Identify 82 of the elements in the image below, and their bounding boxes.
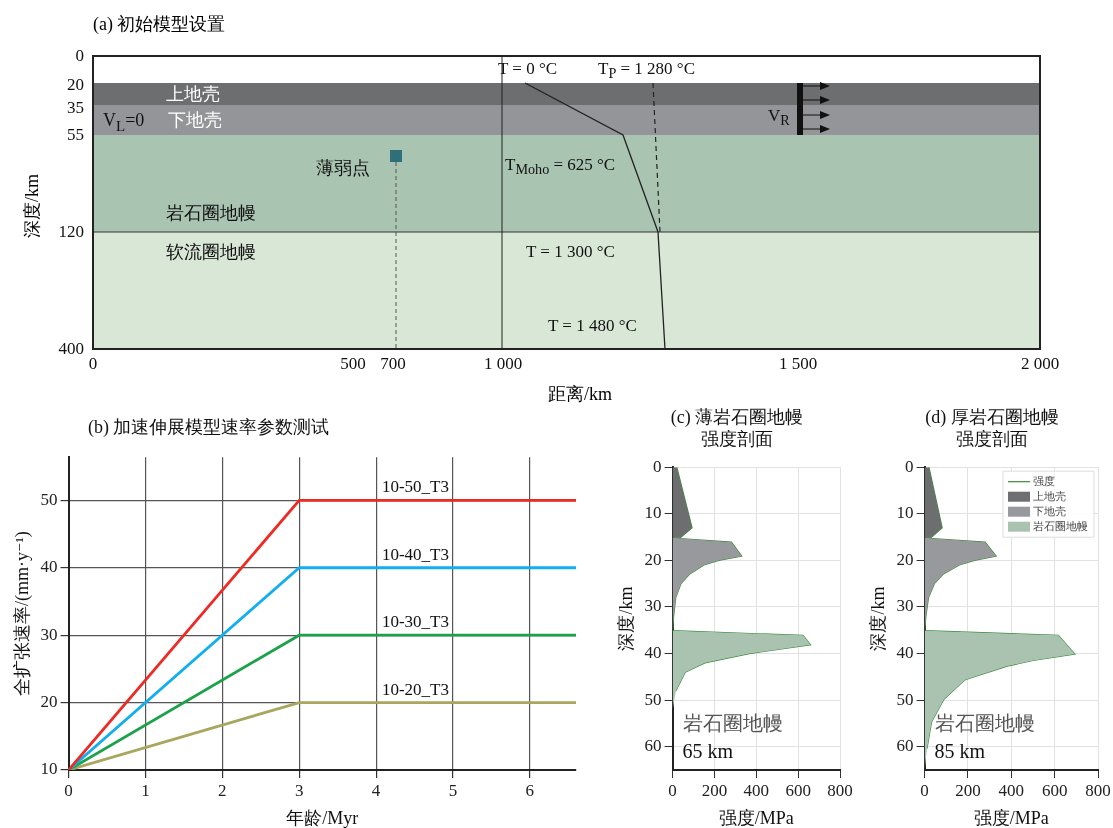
y-tick-label: 60 (644, 736, 662, 756)
legend-label: 岩石圈地幔 (1033, 519, 1088, 532)
text: 55 (67, 125, 84, 145)
x-tick-label: 400 (743, 780, 770, 800)
y-tick-label: 60 (896, 736, 914, 756)
x-tick-label: 600 (785, 780, 811, 800)
series-label: 10-40_T3 (381, 544, 449, 564)
y-tick-label: 50 (896, 689, 914, 709)
legend-label: 下地壳 (1033, 504, 1066, 517)
x-tick-label: 800 (1085, 780, 1111, 800)
text: 上地壳 (166, 84, 220, 104)
y-tick-label: 10 (644, 503, 662, 523)
series-label: 10-30_T3 (381, 612, 449, 632)
y-tick-label: 0 (905, 456, 914, 476)
y-tick-label: 0 (653, 456, 662, 476)
annotation: 岩石圈地幔 85 km (934, 712, 1035, 762)
y-tick-label: 30 (896, 596, 914, 616)
x-tick-label: 6 (525, 780, 535, 800)
text: T = 1 300 °C (526, 242, 615, 262)
x-tick-label: 3 (294, 780, 304, 800)
y-axis-title: 深度/km (615, 586, 636, 651)
text: 35 (67, 98, 84, 118)
x-axis-title: 年龄/Myr (286, 807, 359, 828)
x-tick-label: 600 (1041, 780, 1068, 800)
x-tick-label: 0 (668, 780, 677, 800)
x-tick-label: 0 (64, 780, 73, 800)
series-label: 10-50_T3 (381, 477, 449, 497)
legend-label: 强度 (1033, 474, 1055, 487)
text: 0 (88, 354, 98, 374)
text: T = 1 480 °C (548, 316, 637, 336)
x-tick-label: 800 (827, 780, 853, 800)
text: 距离/km (548, 384, 613, 404)
chart-title: (b) 加速伸展模型速率参数测试 (88, 416, 331, 439)
text: (a) 初始模型设置 (93, 14, 226, 34)
x-tick-label: 2 (218, 780, 227, 800)
text: V$_{L}$=0 (103, 110, 145, 136)
text: V$_{R}$ (768, 106, 790, 131)
x-tick-label: 400 (998, 780, 1025, 800)
text: T = 0 °C (498, 59, 558, 79)
y-tick-label: 10 (40, 759, 58, 779)
text: 0 (75, 46, 84, 66)
text: 700 (380, 354, 406, 374)
y-tick-label: 40 (644, 643, 662, 663)
text: 2 000 (1020, 354, 1060, 374)
y-axis-title: 全扩张速率/(mm·y⁻¹) (11, 531, 33, 697)
y-tick-label: 20 (644, 549, 662, 569)
y-tick-label: 20 (40, 692, 58, 712)
chart-title: (d) 厚岩石圈地幔强度剖面 (924, 406, 1060, 451)
text: 薄弱点 (316, 158, 370, 178)
text: 深度/km (22, 173, 42, 238)
x-tick-label: 0 (920, 780, 929, 800)
x-tick-label: 1 (141, 780, 150, 800)
y-tick-label: 40 (40, 557, 58, 577)
x-tick-label: 200 (955, 780, 981, 800)
x-tick-label: 4 (371, 780, 381, 800)
x-tick-label: 200 (701, 780, 728, 800)
y-tick-label: 30 (644, 596, 662, 616)
series-label: 10-20_T3 (381, 679, 449, 699)
text: 500 (340, 354, 366, 374)
y-tick-label: 10 (896, 503, 914, 523)
x-axis-title: 强度/MPa (973, 807, 1049, 828)
y-axis-title: 深度/km (867, 586, 888, 651)
y-tick-label: 50 (644, 689, 662, 709)
annotation: 岩石圈地幔 65 km (682, 712, 783, 762)
y-tick-label: 40 (896, 643, 914, 663)
text: 400 (58, 339, 84, 359)
x-tick-label: 5 (448, 780, 458, 800)
y-tick-label: 20 (896, 549, 914, 569)
text: 岩石圈地幔 (166, 203, 256, 223)
chart-title: (c) 薄岩石圈地幔强度剖面 (669, 406, 805, 451)
text: T$_{P}$ = 1 280 °C (598, 59, 695, 84)
text: 1 000 (483, 354, 523, 374)
x-axis-title: 强度/MPa (718, 807, 794, 828)
text: 下地壳 (168, 110, 222, 130)
text: 软流圈地幔 (166, 242, 256, 262)
text: 20 (67, 75, 84, 95)
text: 120 (58, 222, 84, 242)
y-tick-label: 50 (40, 489, 58, 509)
text: 1 500 (778, 354, 818, 374)
legend-label: 上地壳 (1033, 489, 1066, 502)
text: T$_{Moho}$ = 625 °C (505, 155, 616, 180)
y-tick-label: 30 (40, 624, 58, 644)
